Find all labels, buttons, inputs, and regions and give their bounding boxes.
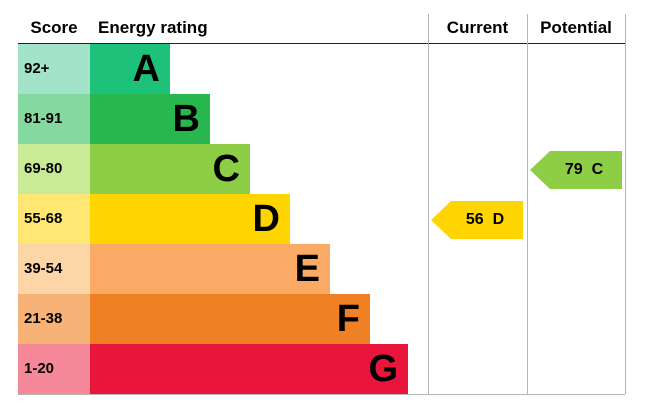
band-row-b: 81-91 B: [18, 94, 408, 144]
band-letter-d: D: [252, 198, 280, 240]
band-bar-b: B: [90, 94, 210, 144]
band-bar-f: F: [90, 294, 370, 344]
potential-column-header: Potential: [540, 18, 612, 37]
band-row-g: 1-20 G: [18, 344, 408, 394]
potential-rating-letter: C: [591, 161, 604, 178]
band-letter-a: A: [132, 48, 160, 90]
table-bottom-border: [18, 394, 625, 395]
potential-rating-arrow: 79 C: [530, 151, 622, 189]
current-rating-value: 56: [465, 211, 484, 228]
band-bar-e: E: [90, 244, 330, 294]
band-letter-e: E: [294, 248, 320, 290]
band-bar-g: G: [90, 344, 408, 394]
band-row-f: 21-38 F: [18, 294, 408, 344]
current-rating-letter: D: [492, 211, 505, 228]
score-column-header: Score: [30, 18, 78, 37]
header-underline: [18, 43, 625, 44]
band-score-b: 81-91: [18, 94, 90, 144]
band-letter-c: C: [212, 148, 240, 190]
potential-rating-value: 79: [564, 161, 583, 178]
energy-rating-column-header: Energy rating: [98, 18, 208, 37]
band-rows: 92+ A 81-91 B 69-80 C 55-68 D 39-54: [18, 44, 408, 394]
band-bar-c: C: [90, 144, 250, 194]
band-row-d: 55-68 D: [18, 194, 408, 244]
band-row-e: 39-54 E: [18, 244, 408, 294]
table-right-border: [625, 14, 626, 394]
band-score-a: 92+: [18, 44, 90, 94]
band-score-d: 55-68: [18, 194, 90, 244]
current-column-header: Current: [446, 18, 509, 37]
potential-column-left-divider: [527, 14, 528, 394]
band-row-c: 69-80 C: [18, 144, 408, 194]
band-row-a: 92+ A: [18, 44, 408, 94]
band-score-g: 1-20: [18, 344, 90, 394]
band-score-f: 21-38: [18, 294, 90, 344]
band-letter-f: F: [336, 298, 360, 340]
band-letter-b: B: [172, 98, 200, 140]
band-bar-a: A: [90, 44, 170, 94]
band-score-e: 39-54: [18, 244, 90, 294]
band-letter-g: G: [368, 348, 398, 390]
band-bar-d: D: [90, 194, 290, 244]
current-rating-arrow: 56 D: [431, 201, 523, 239]
band-score-c: 69-80: [18, 144, 90, 194]
current-column-left-divider: [428, 14, 429, 394]
